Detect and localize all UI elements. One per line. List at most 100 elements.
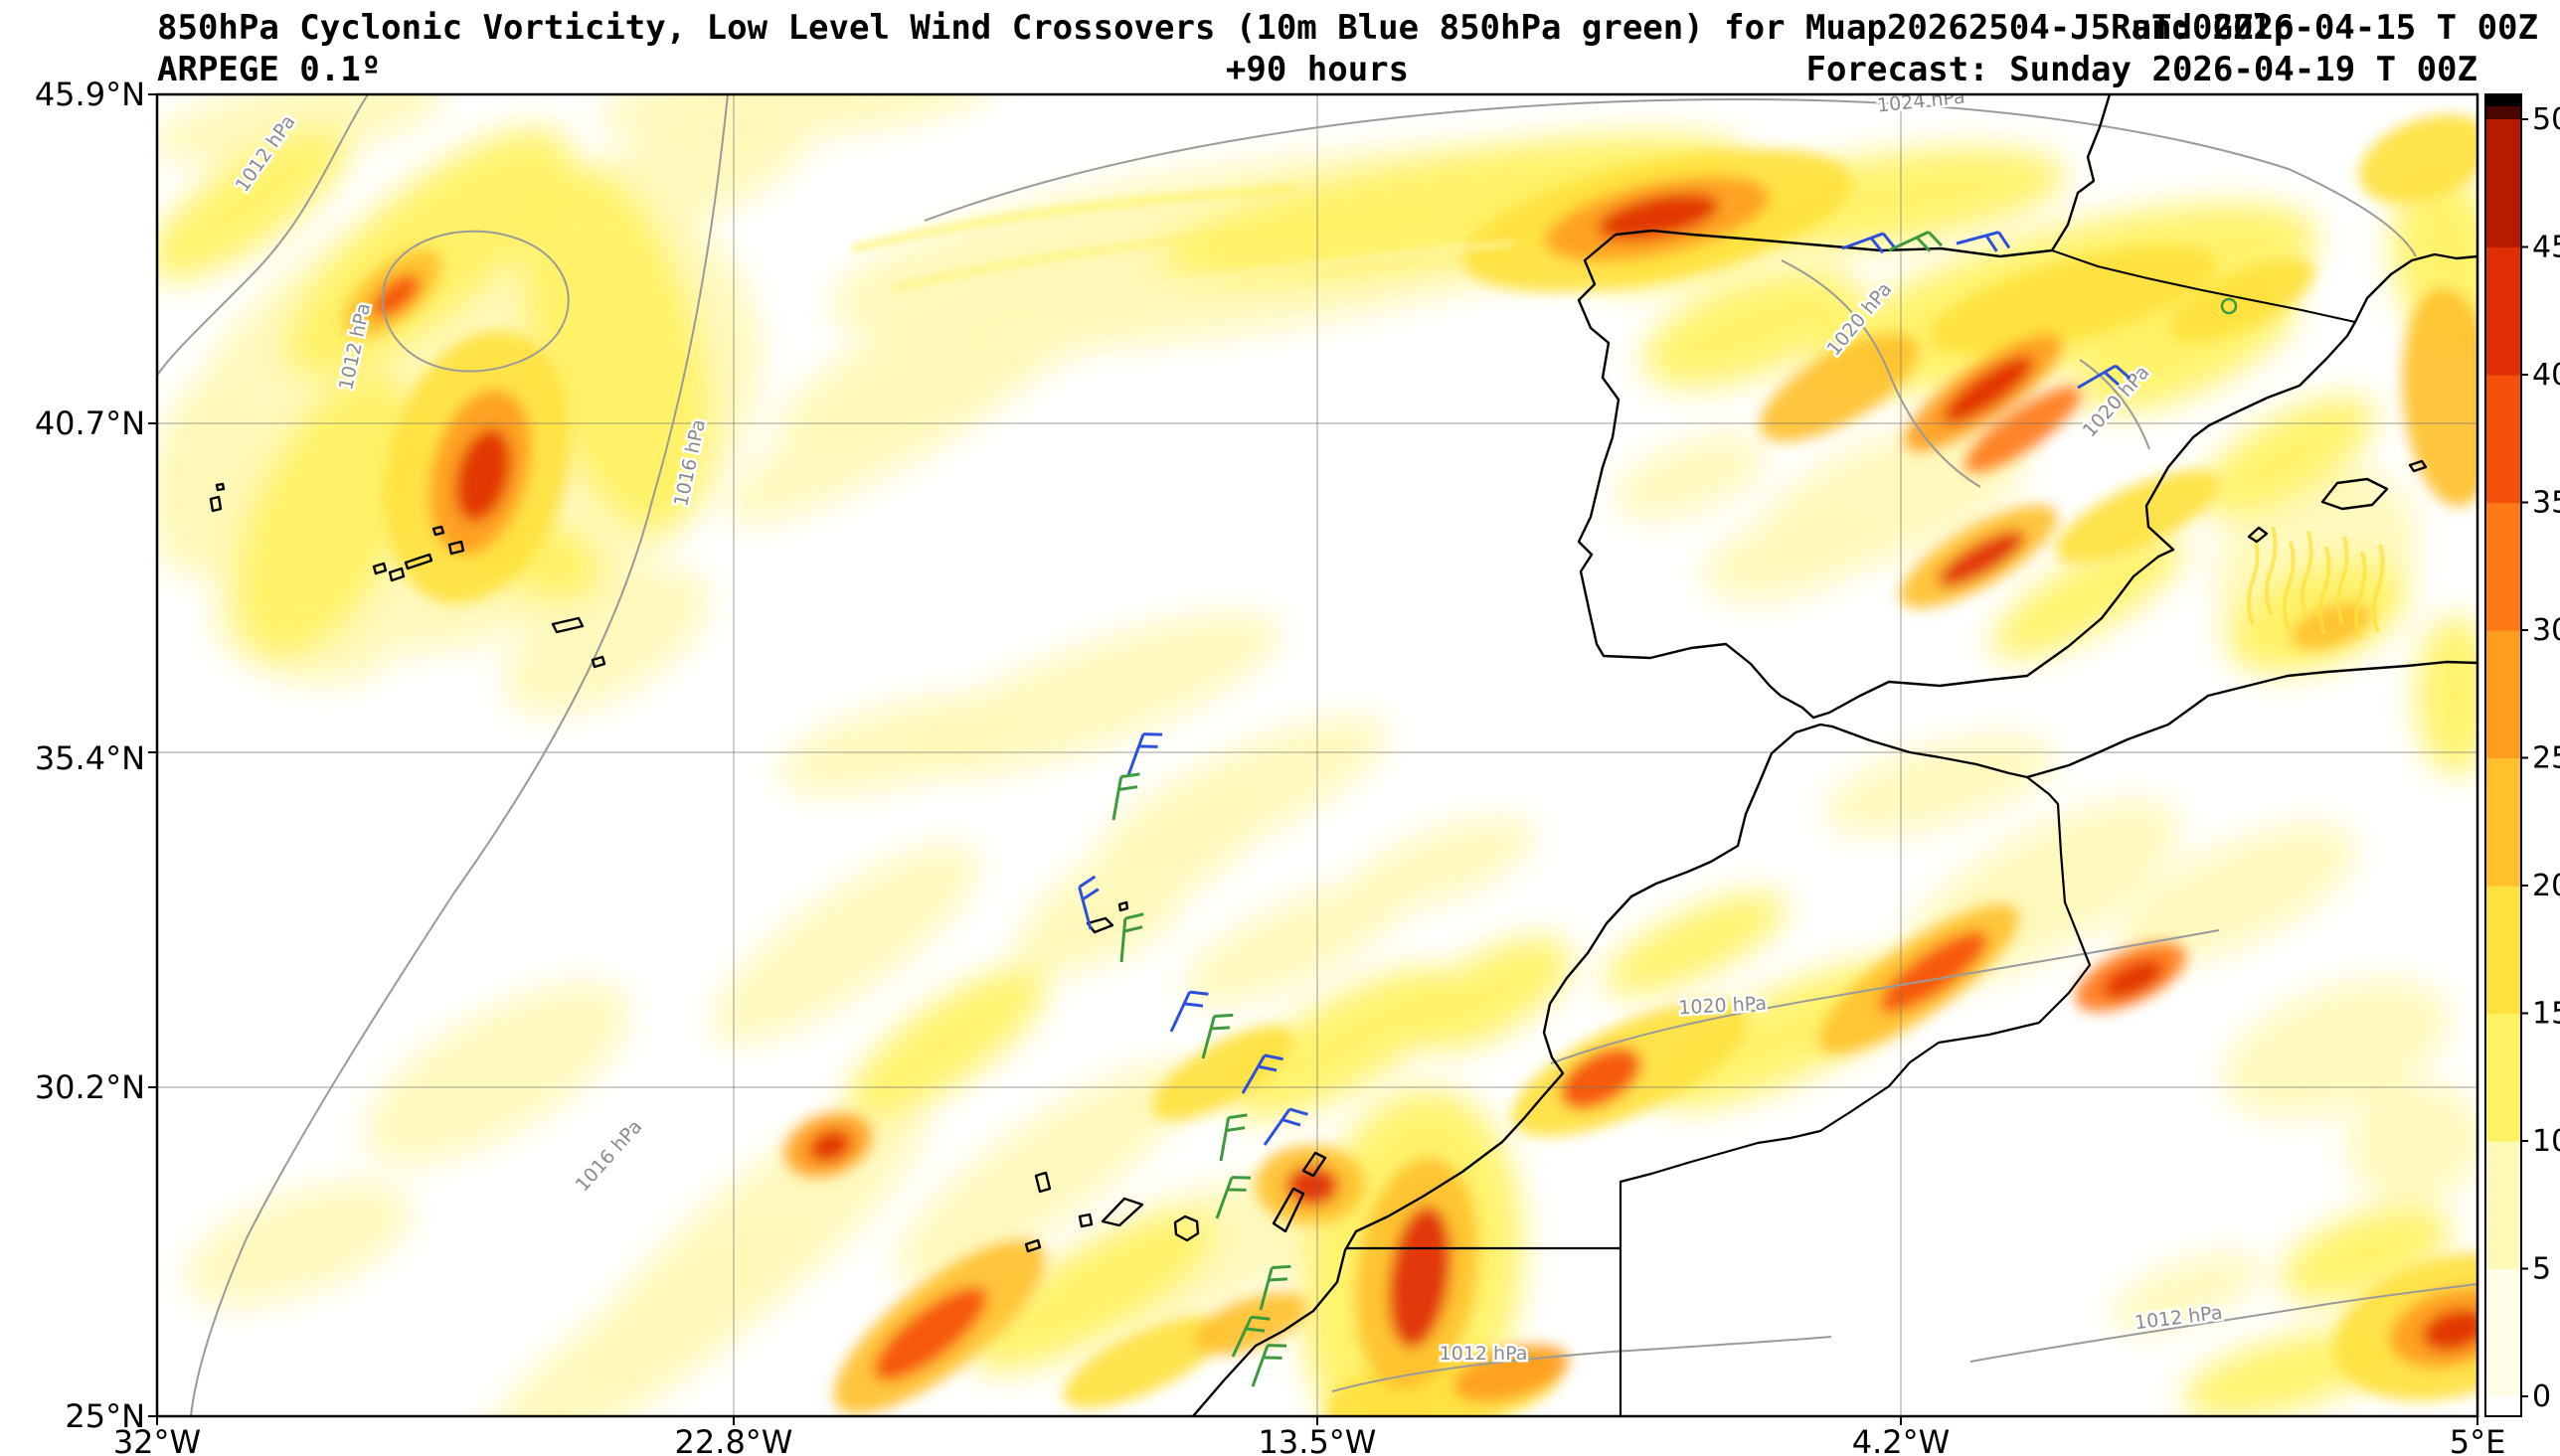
colorbar-tick-label: 20 bbox=[2532, 869, 2560, 903]
vorticity-blob bbox=[2422, 1308, 2477, 1352]
vorticity-blob bbox=[1598, 193, 1719, 241]
vorticity-blob bbox=[711, 844, 979, 1045]
vorticity-blob bbox=[1010, 892, 1181, 976]
vorticity-blob bbox=[2358, 114, 2477, 204]
vorticity-field-strong bbox=[343, 114, 2477, 1416]
chart-title-overlap: uap20262504-J5 aTd0GZlp bbox=[1825, 8, 2295, 48]
vorticity-blob bbox=[454, 428, 512, 522]
vorticity-blob bbox=[364, 982, 630, 1165]
vorticity-blob bbox=[1347, 817, 1536, 912]
colorbar-segment bbox=[2485, 119, 2521, 248]
isobar-label: 1020 hPa bbox=[1678, 993, 1768, 1020]
vorticity-blob bbox=[1938, 530, 2025, 587]
isobar-contours bbox=[157, 94, 2477, 1416]
x-axis-tick-label: 4.2°W bbox=[1852, 1423, 1951, 1456]
green-wind-barb bbox=[1259, 1264, 1291, 1311]
colorbar-segment bbox=[2485, 1268, 2521, 1397]
green-wind-barb bbox=[1119, 912, 1144, 963]
colorbar-tick-label: 45 bbox=[2532, 231, 2560, 265]
lead-time-label: +90 hours bbox=[1225, 50, 1410, 89]
colorbar-segment bbox=[2485, 1141, 2521, 1270]
vorticity-blob bbox=[1943, 355, 2034, 424]
colorbar-tick-label: 25 bbox=[2532, 741, 2560, 776]
y-axis-tick-label: 45.9°N bbox=[35, 76, 145, 113]
colorbar-segment bbox=[2485, 886, 2521, 1015]
vorticity-blob bbox=[2168, 257, 2315, 343]
colorbar-segment bbox=[2485, 757, 2521, 887]
colorbar-frame bbox=[2484, 93, 2522, 1417]
vorticity-blob bbox=[2222, 979, 2451, 1118]
colorbar-segment bbox=[2485, 1013, 2521, 1142]
colorbar-tick-label: 5 bbox=[2532, 1252, 2551, 1287]
vorticity-blob bbox=[1928, 245, 2218, 355]
y-axis-tick-label: 40.7°N bbox=[35, 404, 145, 442]
vorticity-blob bbox=[1822, 735, 2055, 835]
vorticity-blob bbox=[2281, 1206, 2452, 1303]
coast-iberia-france bbox=[1577, 94, 2477, 720]
vorticity-blob bbox=[1230, 968, 1458, 1119]
green-wind-barb bbox=[1201, 1013, 1234, 1059]
vorticity-blob bbox=[480, 1222, 812, 1416]
colorbar-segment bbox=[2485, 106, 2521, 119]
colorbar: 0 5 10 15 20 25 30 35 40 45 50 bbox=[2484, 93, 2560, 1417]
x-axis-tick-label: 32°W bbox=[113, 1423, 201, 1456]
vorticity-blob bbox=[808, 1130, 852, 1162]
colorbar-tick-label: 30 bbox=[2532, 613, 2560, 648]
colorbar-tick-label: 40 bbox=[2532, 358, 2560, 393]
blue-wind-barb bbox=[1263, 1107, 1308, 1146]
vorticity-blob bbox=[2346, 1082, 2477, 1204]
x-axis-tick-label: 22.8°W bbox=[675, 1423, 793, 1456]
vorticity-blob bbox=[1152, 1026, 1293, 1121]
vorticity-blob bbox=[1560, 1047, 1641, 1110]
graticule bbox=[157, 94, 2477, 1416]
model-label: ARPEGE 0.1º bbox=[157, 50, 382, 89]
vorticity-blob bbox=[2291, 602, 2372, 650]
x-axis-tick-label: 13.5°W bbox=[1259, 1423, 1377, 1456]
isobar-label: 1016 hPa bbox=[572, 1116, 647, 1197]
vorticity-blob bbox=[597, 94, 994, 143]
vorticity-blob bbox=[1452, 1345, 1570, 1402]
vorticity-blob bbox=[2055, 470, 2220, 564]
vorticity-blob bbox=[1157, 133, 1746, 284]
forecast-label: Forecast: Sunday 2026-04-19 T 00Z bbox=[1805, 50, 2477, 89]
run-label: Run: 2026-04-15 T 00Z bbox=[2111, 8, 2538, 48]
vorticity-blob bbox=[1702, 511, 1877, 602]
colorbar-segment bbox=[2485, 1396, 2521, 1416]
vorticity-blob bbox=[1964, 386, 2082, 473]
vorticity-blob bbox=[184, 1182, 413, 1307]
islands bbox=[209, 459, 2428, 1253]
blue-wind-barb bbox=[1126, 732, 1163, 776]
vorticity-blob bbox=[1388, 1206, 1451, 1349]
vorticity-blob bbox=[234, 373, 423, 661]
vorticity-blob bbox=[157, 379, 260, 575]
axis-label-layer: 32°W 22.8°W 13.5°W 4.2°W 5°E 25°N 30.2°N 35.4°N… bbox=[35, 76, 2505, 1456]
colorbar-segment bbox=[2485, 502, 2521, 631]
x-axis-tick-label: 5°E bbox=[2450, 1423, 2506, 1456]
blue-wind-barb bbox=[2077, 364, 2132, 390]
vorticity-blob bbox=[157, 127, 350, 280]
green-wind-barb bbox=[1231, 1315, 1271, 1358]
vorticity-blob bbox=[2104, 960, 2163, 998]
chart-title: 850hPa Cyclonic Vorticity, Low Level Win… bbox=[157, 8, 2294, 48]
chart-title-text: 850hPa Cyclonic Vorticity, Low Level Win… bbox=[157, 8, 1826, 48]
coast-africa-atlantic bbox=[1192, 731, 1796, 1416]
vorticity-blob bbox=[2198, 397, 2375, 518]
vorticity-blob bbox=[1604, 892, 1787, 996]
vorticity-blob bbox=[1991, 534, 2184, 659]
blue-wind-barb bbox=[1241, 1053, 1283, 1094]
colorbar-tick-label: 10 bbox=[2532, 1124, 2560, 1159]
vorticity-blob bbox=[157, 94, 445, 167]
vorticity-blob bbox=[1182, 882, 1403, 1007]
colorbar-tick-label: 15 bbox=[2532, 997, 2560, 1032]
vorticity-blob bbox=[2118, 823, 2356, 966]
vorticity-blob bbox=[1614, 434, 1767, 520]
coast-africa-mediterranean bbox=[1794, 660, 2477, 779]
coastlines bbox=[209, 94, 2477, 1416]
colorbar-tick-label: 50 bbox=[2532, 102, 2560, 137]
green-wind-barb bbox=[1111, 772, 1140, 821]
vorticity-blob bbox=[2112, 1252, 2263, 1332]
vorticity-blob bbox=[1642, 268, 1861, 388]
isobar-label: 1012 hPa bbox=[1440, 1343, 1528, 1365]
blue-wind-barb bbox=[1841, 232, 1897, 254]
